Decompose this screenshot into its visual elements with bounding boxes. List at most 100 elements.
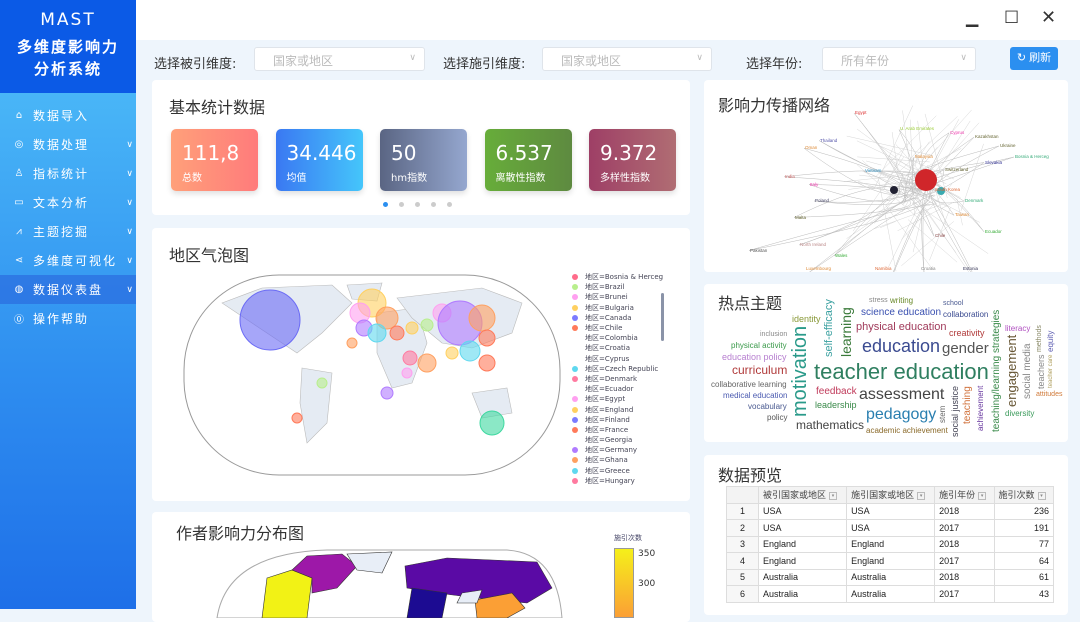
stat-card[interactable]: 111,8 总数 bbox=[171, 129, 258, 191]
word-cloud-term[interactable]: pedagogy bbox=[866, 406, 937, 423]
bubble[interactable] bbox=[346, 337, 358, 349]
bubble[interactable] bbox=[417, 353, 437, 373]
word-cloud-term[interactable]: learning bbox=[838, 307, 854, 357]
column-header[interactable]: 施引次数 ▾ bbox=[993, 486, 1055, 504]
legend-item[interactable]: 地区=Georgia bbox=[572, 435, 672, 445]
word-cloud-term[interactable]: achievement bbox=[976, 385, 985, 431]
bubble[interactable] bbox=[405, 321, 419, 335]
network-node-label[interactable]: Italy bbox=[810, 182, 819, 187]
word-cloud-term[interactable]: physical activity bbox=[731, 341, 787, 350]
word-cloud-term[interactable]: equity bbox=[1046, 330, 1055, 352]
table-row[interactable]: 4 England England 2017 64 bbox=[726, 552, 1055, 570]
legend-item[interactable]: 地区=Greece bbox=[572, 466, 672, 476]
word-cloud-term[interactable]: inclusion bbox=[760, 331, 788, 338]
carousel-dot[interactable] bbox=[431, 202, 436, 207]
legend-scrollbar[interactable] bbox=[661, 293, 664, 341]
table-row[interactable]: 1 USA USA 2018 236 bbox=[726, 502, 1055, 520]
legend-item[interactable]: 地区=Czech Republic bbox=[572, 364, 672, 374]
legend-item[interactable]: 地区=Bulgaria bbox=[572, 303, 672, 313]
cited-dimension-select[interactable]: 国家或地区 ∨ bbox=[254, 47, 425, 71]
word-cloud-term[interactable]: medical education bbox=[723, 391, 788, 400]
network-node-label[interactable]: Kazakhstan bbox=[975, 134, 999, 139]
network-node-label[interactable]: Namibia bbox=[875, 266, 892, 271]
network-node-label[interactable]: Wales bbox=[835, 253, 848, 258]
word-cloud-term[interactable]: teacher education bbox=[814, 359, 989, 384]
network-node-label[interactable]: Thailand bbox=[820, 138, 838, 143]
sidebar-item[interactable]: ▭ 文本分析 ∨ bbox=[0, 188, 136, 217]
network-node[interactable] bbox=[915, 169, 937, 191]
network-node-label[interactable]: Denmark bbox=[965, 198, 984, 203]
legend-item[interactable]: 地区=Denmark bbox=[572, 374, 672, 384]
column-header[interactable]: 被引国家或地区 ▾ bbox=[757, 486, 848, 504]
network-node-label[interactable]: Ukraine bbox=[1000, 143, 1016, 148]
network-node-label[interactable]: Vietnam bbox=[865, 168, 882, 173]
network-node-label[interactable]: Chile bbox=[935, 233, 946, 238]
sidebar-item[interactable]: ♙ 指标统计 ∨ bbox=[0, 159, 136, 188]
minimize-icon[interactable]: ▁ bbox=[966, 8, 979, 27]
network-node[interactable] bbox=[937, 187, 945, 195]
network-node-label[interactable]: Taiwan bbox=[955, 212, 970, 217]
word-cloud-term[interactable]: education bbox=[862, 336, 941, 356]
column-header[interactable]: 施引国家或地区 ▾ bbox=[846, 486, 936, 504]
word-cloud-term[interactable]: academic achievement bbox=[866, 426, 948, 435]
sidebar-item[interactable]: ⓪ 操作帮助 bbox=[0, 304, 136, 333]
carousel-dot[interactable] bbox=[447, 202, 452, 207]
sidebar-item[interactable]: ◎ 数据处理 ∨ bbox=[0, 130, 136, 159]
citing-dimension-select[interactable]: 国家或地区 ∨ bbox=[542, 47, 712, 71]
table-row[interactable]: 5 Australia Australia 2018 61 bbox=[726, 568, 1055, 586]
word-cloud-term[interactable]: feedback bbox=[816, 386, 857, 397]
network-node-label[interactable]: Poland bbox=[815, 198, 830, 203]
bubble[interactable] bbox=[239, 289, 301, 351]
filter-icon[interactable]: ▾ bbox=[1037, 491, 1046, 500]
carousel-dot[interactable] bbox=[415, 202, 420, 207]
network-node[interactable] bbox=[890, 186, 898, 194]
legend-item[interactable]: 地区=Egypt bbox=[572, 394, 672, 404]
carousel-dot[interactable] bbox=[399, 202, 404, 207]
network-node-label[interactable]: Egypt bbox=[855, 110, 867, 115]
filter-icon[interactable]: ▾ bbox=[829, 491, 838, 500]
legend-item[interactable]: 地区=Finland bbox=[572, 415, 672, 425]
maximize-icon[interactable]: ☐ bbox=[1004, 8, 1020, 28]
word-cloud-term[interactable]: assessment bbox=[859, 386, 945, 403]
legend-item[interactable]: 地区=France bbox=[572, 425, 672, 435]
column-header[interactable]: 施引年份 ▾ bbox=[934, 486, 995, 504]
word-cloud-term[interactable]: teaching bbox=[962, 386, 973, 424]
word-cloud-term[interactable]: creativity bbox=[949, 328, 985, 338]
word-cloud-term[interactable]: stem bbox=[938, 405, 947, 423]
network-node-label[interactable]: Oman bbox=[805, 145, 818, 150]
legend-item[interactable]: 地区=Cyprus bbox=[572, 354, 672, 364]
year-select[interactable]: 所有年份 ∨ bbox=[822, 47, 976, 71]
word-cloud-term[interactable]: attitudes bbox=[1036, 391, 1063, 398]
network-node-label[interactable]: Estonia bbox=[963, 266, 979, 271]
network-node-label[interactable]: Luxembourg bbox=[806, 266, 832, 271]
word-cloud-term[interactable]: writing bbox=[890, 296, 914, 305]
word-cloud-term[interactable]: identity bbox=[792, 314, 821, 324]
carousel-dot[interactable] bbox=[383, 202, 388, 207]
legend-item[interactable]: 地区=Hungary bbox=[572, 476, 672, 486]
legend-item[interactable]: 地区=Chile bbox=[572, 323, 672, 333]
word-cloud-term[interactable]: diversity bbox=[1005, 409, 1035, 418]
network-node-label[interactable]: Switzerland bbox=[945, 167, 969, 172]
word-cloud-term[interactable]: education policy bbox=[722, 352, 787, 362]
stat-card[interactable]: 6.537 离散性指数 bbox=[484, 129, 572, 191]
filter-icon[interactable]: ▾ bbox=[978, 491, 987, 500]
bubble[interactable] bbox=[375, 306, 399, 330]
word-cloud-term[interactable]: teachers bbox=[1036, 354, 1046, 389]
stat-card[interactable]: 9.372 多样性指数 bbox=[589, 129, 676, 191]
network-node-label[interactable]: Cyprus bbox=[950, 130, 965, 135]
legend-item[interactable]: 地区=Brunei bbox=[572, 292, 672, 302]
bubble[interactable] bbox=[420, 318, 434, 332]
sidebar-item[interactable]: ⩘ 主题挖掘 ∨ bbox=[0, 217, 136, 246]
legend-item[interactable]: 地区=Germany bbox=[572, 445, 672, 455]
bubble[interactable] bbox=[445, 346, 459, 360]
word-cloud-term[interactable]: leadership bbox=[815, 400, 857, 410]
sidebar-item[interactable]: ◍ 数据仪表盘 ∨ bbox=[0, 275, 136, 304]
word-cloud-term[interactable]: literacy bbox=[1005, 324, 1031, 333]
word-cloud-term[interactable]: social justice bbox=[950, 385, 960, 437]
close-icon[interactable]: ✕ bbox=[1041, 7, 1057, 28]
word-cloud-term[interactable]: teaching/learning strategies bbox=[991, 309, 1002, 432]
network-node-label[interactable]: India bbox=[785, 174, 795, 179]
word-cloud-term[interactable]: physical education bbox=[856, 321, 947, 333]
network-node-label[interactable]: Bosnia & Herceg bbox=[1015, 154, 1049, 159]
word-cloud-term[interactable]: self-efficacy bbox=[823, 299, 835, 357]
